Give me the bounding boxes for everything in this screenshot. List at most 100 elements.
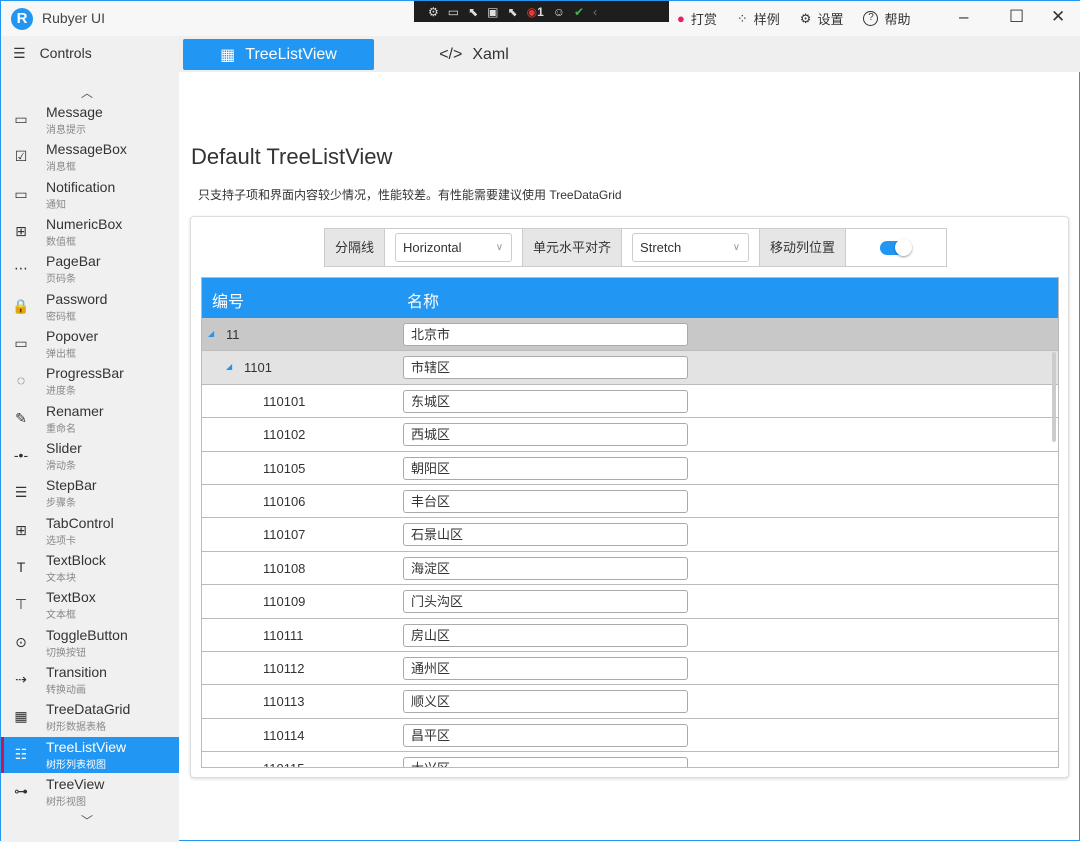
sidebar-item-label: StepBar: [46, 477, 97, 494]
collapse-icon[interactable]: ‹: [593, 4, 598, 19]
scroll-up-icon[interactable]: ︿: [81, 86, 94, 100]
cell-name-input[interactable]: 市辖区: [403, 356, 688, 380]
cell-name-input[interactable]: 门头沟区: [403, 590, 688, 614]
sidebar-item-label: Message: [46, 104, 103, 120]
table-row[interactable]: 110112 通州区: [202, 651, 1058, 686]
cell-name-input[interactable]: 房山区: [403, 623, 688, 647]
samples-icon: ⁘: [736, 10, 748, 26]
sidebar-item-label: Popover: [46, 327, 99, 344]
sidebar-item-message[interactable]: ▭ Message 消息提示: [1, 102, 179, 138]
accessibility-icon[interactable]: ☺: [552, 4, 566, 19]
chevron-down-icon: ∨: [732, 242, 741, 253]
sidebar-item-textbox[interactable]: ⊤ TextBox 文本框: [1, 587, 179, 623]
minimize-button[interactable]: –: [959, 7, 969, 26]
record-icon[interactable]: ▭: [447, 4, 460, 19]
table-row[interactable]: ◢ 11 北京市: [202, 318, 1058, 352]
sidebar-item-transition[interactable]: ⇢ Transition 转换动画: [1, 662, 179, 698]
sidebar-item-password[interactable]: 🔒 Password 密码框: [1, 289, 179, 325]
halign-value: Stretch: [640, 240, 682, 255]
sidebar-item-tabcontrol[interactable]: ⊞ TabControl 选项卡: [1, 513, 179, 549]
action-label: 帮助: [884, 12, 911, 27]
cell-code: 110113: [263, 694, 305, 710]
table-row[interactable]: 110109 门头沟区: [202, 585, 1058, 619]
gridlines-select[interactable]: Horizontal ∨: [395, 233, 513, 262]
table-row[interactable]: 110101 东城区: [202, 384, 1058, 419]
sidebar-item-treeview[interactable]: ⊶ TreeView 树形视图: [1, 774, 179, 810]
sidebar-item-sublabel: 进度条: [46, 386, 76, 398]
column-header-name[interactable]: 名称: [407, 294, 440, 311]
vertical-scrollbar[interactable]: [1052, 352, 1056, 442]
table-row[interactable]: 110106 丰台区: [202, 484, 1058, 519]
cell-name-input[interactable]: 朝阳区: [403, 456, 688, 480]
cell-name-input[interactable]: 通州区: [403, 656, 688, 680]
tab-treelistview[interactable]: ▦ TreeListView: [183, 39, 374, 70]
cell-code: 110107: [263, 527, 306, 543]
expand-arrow-icon[interactable]: ◢: [208, 329, 215, 338]
hamburger-icon[interactable]: ☰: [13, 45, 26, 61]
sidebar-item-popover[interactable]: ▭ Popover 弹出框: [1, 326, 179, 362]
track-focus-icon[interactable]: ⬉: [507, 4, 518, 19]
sidebar-item-slider[interactable]: -•- Slider 滑动条: [1, 438, 179, 474]
cell-name-input[interactable]: 昌平区: [403, 723, 688, 747]
title-bar: R Rubyer UI ⚙ ▭ ⬉ ▣ ⬉ ◉1 ☺ ✔ ‹ ● 打赏 ⁘ 样例 ⚙ 设置…: [1, 1, 1080, 36]
sidebar-item-notification[interactable]: ▭ Notification 通知: [1, 177, 179, 213]
sidebar-item-numericbox[interactable]: ⊞ NumericBox 数值框: [1, 214, 179, 250]
sidebar-item-label: NumericBox: [46, 215, 123, 232]
sidebar-item-sublabel: 滑动条: [46, 460, 76, 472]
maximize-button[interactable]: ☐: [1009, 7, 1025, 26]
messagebox-icon: ☑: [14, 148, 28, 165]
tab-xaml[interactable]: </> Xaml: [439, 39, 509, 70]
sidebar-header[interactable]: ☰ Controls: [13, 45, 92, 62]
sidebar-item-stepbar[interactable]: ☰ StepBar 步骤条: [1, 475, 179, 511]
help-button[interactable]: ? 帮助: [863, 9, 910, 28]
numericbox-icon: ⊞: [15, 222, 27, 239]
sidebar-item-progressbar[interactable]: ◌ ProgressBar 进度条: [1, 363, 179, 399]
expand-arrow-icon[interactable]: ◢: [226, 362, 233, 372]
transition-icon: ⇢: [15, 670, 27, 687]
halign-select[interactable]: Stretch ∨: [632, 233, 750, 262]
cell-code: 110108: [263, 560, 306, 576]
cell-name-input[interactable]: 东城区: [403, 389, 688, 413]
cell-name-input[interactable]: 顺义区: [403, 690, 688, 714]
sidebar-item-textblock[interactable]: T TextBlock 文本块: [1, 550, 179, 586]
table-row[interactable]: 110114 昌平区: [202, 718, 1058, 753]
message-icon: ▭: [14, 111, 28, 127]
column-header-code[interactable]: 编号: [212, 294, 245, 311]
table-row[interactable]: ◢ 1101 市辖区: [202, 351, 1058, 385]
check-icon[interactable]: ✔: [574, 4, 585, 19]
table-row[interactable]: 110115 大兴区: [202, 752, 1058, 767]
sidebar-item-treelistview[interactable]: ☷ TreeListView 树形列表视图: [1, 736, 179, 773]
gear-button[interactable]: ⚙ 设置: [800, 9, 844, 28]
cell-name-input[interactable]: 大兴区: [403, 757, 688, 767]
close-button[interactable]: ✕: [1051, 7, 1066, 26]
layout-adorner-icon[interactable]: ▣: [487, 4, 499, 19]
samples-button[interactable]: ⁘ 样例: [737, 9, 780, 28]
cell-code: 110109: [263, 594, 306, 610]
reward-button[interactable]: ● 打赏: [677, 9, 717, 28]
table-row[interactable]: 110113 顺义区: [202, 685, 1058, 719]
live-tree-icon[interactable]: ⚙: [428, 4, 439, 19]
sidebar-item-treedatagrid[interactable]: ▦ TreeDataGrid 树形数据表格: [1, 699, 179, 735]
cell-name-input[interactable]: 北京市: [403, 323, 688, 346]
cell-name-input[interactable]: 海淀区: [403, 556, 688, 580]
sidebar-item-messagebox[interactable]: ☑ MessageBox 消息框: [1, 139, 179, 175]
table-row[interactable]: 110111 房山区: [202, 618, 1058, 652]
tab-label: Xaml: [472, 45, 509, 63]
table-row[interactable]: 110108 海淀区: [202, 551, 1058, 586]
scroll-down-icon[interactable]: ﹀: [81, 814, 94, 828]
select-element-icon[interactable]: ⬉: [468, 4, 479, 19]
table-row[interactable]: 110105 朝阳区: [202, 451, 1058, 485]
sidebar-item-togglebutton[interactable]: ⊙ ToggleButton 切换按钮: [1, 625, 179, 661]
cell-name-input[interactable]: 西城区: [403, 423, 688, 447]
sidebar-item-sublabel: 切换按钮: [46, 647, 86, 659]
binding-failures-icon[interactable]: ◉1: [526, 4, 544, 19]
move-column-toggle[interactable]: [880, 238, 913, 256]
cell-name-input[interactable]: 石景山区: [403, 523, 688, 547]
sidebar-item-label: TreeView: [46, 775, 105, 792]
sidebar-item-sublabel: 数值框: [46, 236, 76, 248]
cell-name-input[interactable]: 丰台区: [403, 489, 688, 513]
table-row[interactable]: 110107 石景山区: [202, 518, 1058, 552]
sidebar-item-renamer[interactable]: ✎ Renamer 重命名: [1, 401, 179, 437]
sidebar-item-pagebar[interactable]: ⋯ PageBar 页码条: [1, 251, 179, 287]
table-row[interactable]: 110102 西城区: [202, 418, 1058, 452]
